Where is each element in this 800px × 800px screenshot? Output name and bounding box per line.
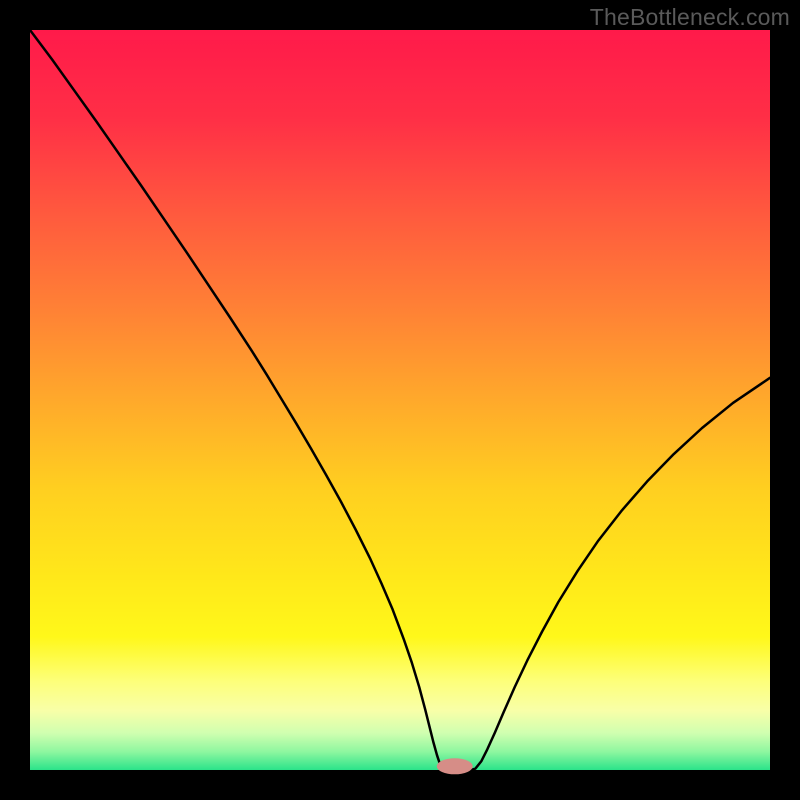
watermark-text: TheBottleneck.com [590,4,790,31]
bottleneck-chart [0,0,800,800]
chart-container: TheBottleneck.com [0,0,800,800]
plot-background [30,30,770,770]
optimal-point-marker [437,758,473,774]
